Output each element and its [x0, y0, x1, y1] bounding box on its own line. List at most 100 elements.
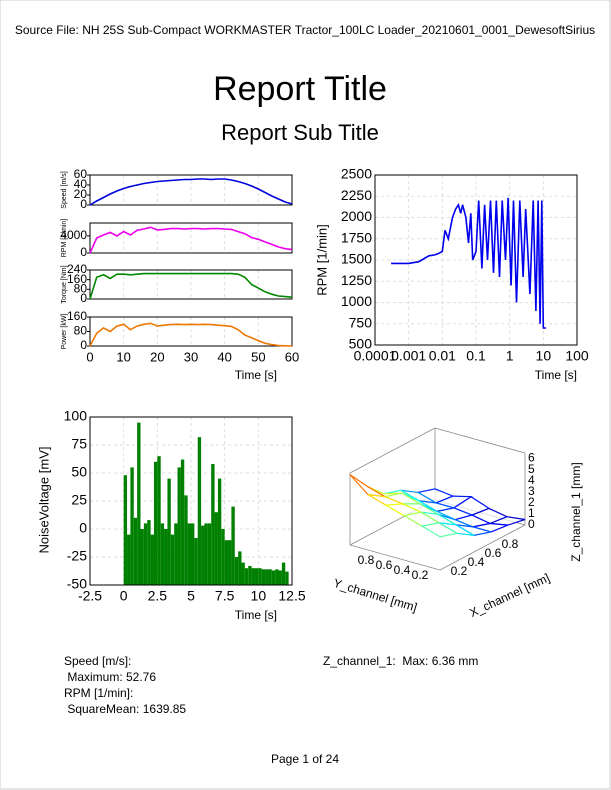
- statistic: SquareMean: 1639.85: [64, 702, 186, 716]
- y-tick-label: 2250: [341, 187, 372, 203]
- x-tick-label: 0.01: [429, 348, 456, 364]
- y-tick-label: 25: [71, 492, 87, 508]
- x-tick-label: -2.5: [78, 588, 102, 604]
- bar: [184, 495, 188, 585]
- x-tick-label: 0.001: [391, 348, 426, 364]
- y-tick-label: 1500: [341, 251, 372, 267]
- x-tick-label: 5: [187, 588, 195, 604]
- series-line: [89, 272, 293, 300]
- x-tick-label: 0: [120, 588, 128, 604]
- x-tick-label: 0.8: [502, 537, 519, 551]
- plot-frame: [89, 174, 293, 206]
- y-tick-label: 2000: [341, 208, 372, 224]
- statistic: Speed [m/s]:: [64, 654, 131, 668]
- x-tick-label: 20: [150, 349, 164, 364]
- bar: [271, 570, 276, 585]
- y-axis-label: Power [kW]: [61, 314, 68, 350]
- bar: [170, 534, 175, 585]
- bar: [258, 568, 262, 585]
- bar: [248, 565, 252, 585]
- bar: [194, 537, 198, 585]
- plot-frame: [89, 316, 293, 347]
- x-tick-label: 2.5: [148, 588, 168, 604]
- bar: [204, 523, 208, 585]
- plot-frame: [374, 174, 578, 346]
- statistic: RPM [1/min]:: [64, 686, 133, 700]
- bar: [160, 523, 165, 585]
- bar: [127, 534, 131, 585]
- y-tick-label: 0: [80, 291, 87, 305]
- y-tick-label: 0: [79, 520, 87, 536]
- bar: [251, 568, 255, 585]
- y-axis-label: Torque [Nm]: [61, 265, 68, 303]
- y-tick-label: 4000: [60, 228, 87, 242]
- y-tick-label: -25: [67, 548, 87, 564]
- x-tick-label: 0.4: [468, 555, 485, 569]
- x-tick-label: 60: [285, 349, 299, 364]
- bar: [221, 529, 225, 585]
- report-title: Report Title: [213, 70, 387, 108]
- bar: [268, 569, 272, 585]
- bar: [211, 464, 215, 585]
- y-tick-label: 60: [74, 167, 88, 181]
- bar: [130, 467, 134, 585]
- y-tick-label: 1250: [341, 272, 372, 288]
- x-tick-label: 1: [506, 348, 514, 364]
- series-line: [391, 197, 546, 329]
- z-tick-label: 6: [528, 451, 535, 465]
- bar: [153, 461, 158, 585]
- plot-frame: [89, 222, 293, 254]
- y-tick-label: 80: [74, 282, 88, 296]
- z-tick-label: 4: [528, 473, 535, 487]
- y-tick-label: 160: [67, 272, 87, 286]
- bar: [180, 459, 185, 585]
- y-axis-label: NoiseVoltage [mV]: [36, 447, 51, 554]
- z-tick-label: 0: [528, 517, 535, 531]
- y-tick-label: 750: [349, 314, 373, 330]
- bar: [140, 529, 144, 585]
- plot-frame: [89, 416, 293, 586]
- report-subtitle: Report Sub Title: [221, 120, 379, 145]
- series-line: [89, 178, 293, 206]
- y-tick-label: 1000: [341, 293, 372, 309]
- box-edge: [349, 544, 441, 571]
- x-tick-label: 0.6: [485, 546, 502, 560]
- bar: [285, 571, 289, 585]
- y-tick-label: 160: [67, 309, 87, 323]
- bar: [201, 525, 205, 585]
- plot-frame: [89, 269, 293, 300]
- y-tick-label: 500: [349, 336, 373, 352]
- bar: [174, 523, 178, 585]
- bar: [261, 569, 266, 585]
- bar: [238, 551, 242, 585]
- y-tick-label: 75: [71, 436, 87, 452]
- y-tick-label: -50: [67, 576, 87, 592]
- series-line: [89, 322, 293, 347]
- series-line: [89, 226, 293, 254]
- bar: [265, 569, 269, 585]
- bar: [244, 568, 249, 585]
- bar: [217, 478, 222, 585]
- bar: [207, 523, 212, 585]
- bar: [224, 540, 229, 585]
- y-tick-label: 50: [71, 464, 87, 480]
- y-tick-label: 0.4: [394, 563, 411, 577]
- bar: [137, 422, 141, 585]
- bar: [197, 437, 202, 585]
- bar: [164, 529, 168, 585]
- bar: [147, 520, 151, 585]
- bar: [123, 475, 128, 585]
- statistic: Maximum: 52.76: [64, 670, 156, 684]
- bar: [133, 517, 138, 585]
- y-tick-label: 0: [80, 197, 87, 211]
- box-edge: [349, 427, 436, 474]
- x-tick-label: 10: [251, 588, 267, 604]
- y-tick-label: 80: [74, 324, 88, 338]
- bar: [228, 540, 232, 585]
- bar: [241, 562, 245, 585]
- y-tick-label: 0.2: [412, 568, 429, 582]
- x-tick-label: 30: [184, 349, 198, 364]
- x-axis-label: Time [s]: [235, 368, 277, 382]
